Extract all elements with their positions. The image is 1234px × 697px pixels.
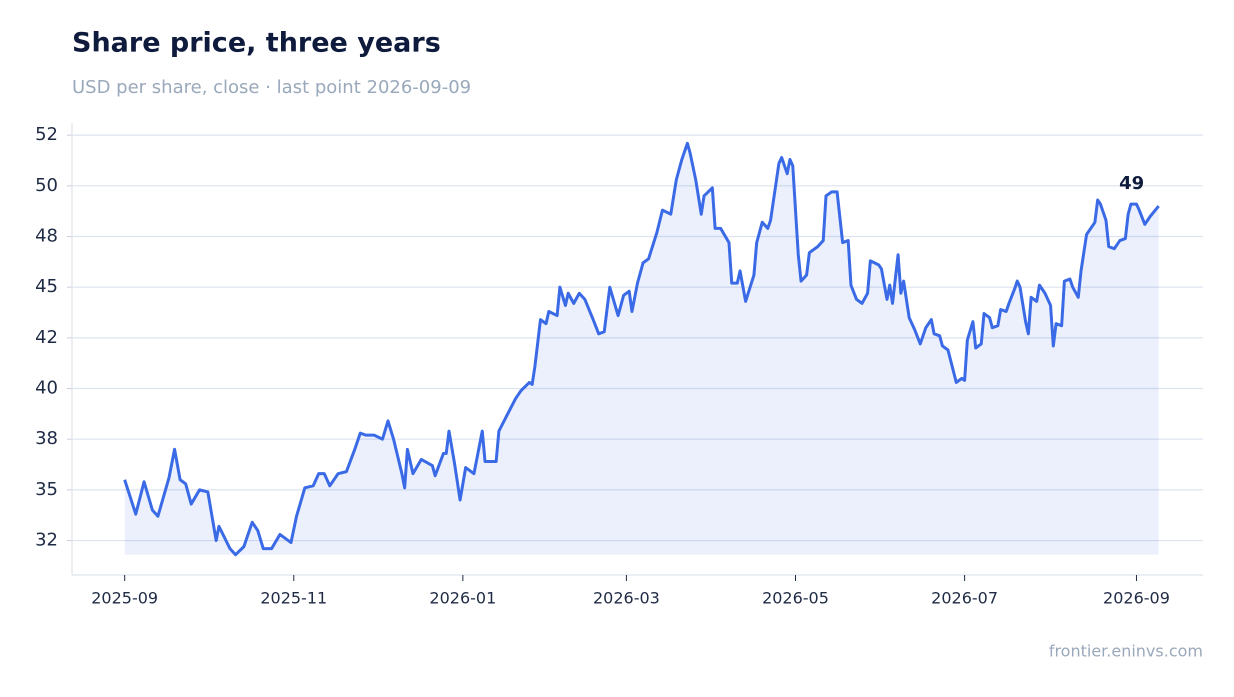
chart-title: Share price, three years bbox=[72, 28, 441, 59]
price-line bbox=[123, 141, 1160, 557]
source: frontier.eninvs.com bbox=[1049, 642, 1203, 661]
y-tick-label: 52 bbox=[35, 124, 58, 145]
x-tick-label: 2025-09 bbox=[91, 589, 158, 608]
y-tick-label: 42 bbox=[35, 327, 58, 348]
y-tick-label: 38 bbox=[35, 428, 58, 449]
y-tick-label: 48 bbox=[35, 226, 58, 247]
chart-subtitle: USD per share, close · last point 2026-0… bbox=[72, 77, 471, 98]
y-tick-label: 40 bbox=[35, 378, 58, 399]
y-tick-label: 32 bbox=[35, 530, 58, 551]
x-tick-label: 2026-09 bbox=[1103, 589, 1170, 608]
y-tick-label: 45 bbox=[35, 276, 58, 297]
x-tick-label: 2026-05 bbox=[762, 589, 829, 608]
x-tick-label: 2026-07 bbox=[931, 589, 998, 608]
area-fill bbox=[124, 143, 1159, 555]
x-tick-label: 2026-01 bbox=[429, 589, 496, 608]
x-tick-label: 2026-03 bbox=[593, 589, 660, 608]
x-tick-label: 2025-11 bbox=[260, 589, 327, 608]
y-tick-label: 35 bbox=[35, 479, 58, 500]
y-tick-label: 50 bbox=[35, 175, 58, 196]
last-value-label: 49 bbox=[1119, 173, 1144, 194]
